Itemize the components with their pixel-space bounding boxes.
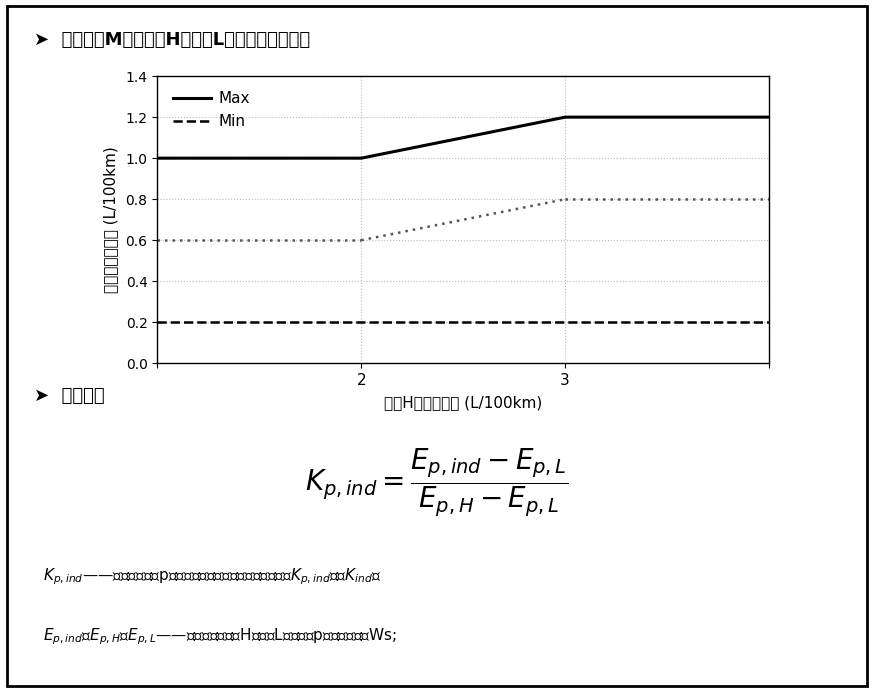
Max [356,154,366,163]
Max [764,113,774,121]
Line: Max: Max [157,117,769,158]
Text: $K_{p,ind}$——车辆在速度段p的插值系数，对于完整的试验循环，$K_{p,ind}$记为$K_{ind}$；: $K_{p,ind}$——车辆在速度段p的插值系数，对于完整的试验循环，$K_{… [43,566,382,587]
Text: $E_{p,ind}$、$E_{p,H}$、$E_{p,L}$——试验车辆、车辆H、车辆L在速度段p的能量需求，Ws;: $E_{p,ind}$、$E_{p,H}$、$E_{p,L}$——试验车辆、车辆… [43,626,397,647]
X-axis label: 车辆H燃料消耗量 (L/100km): 车辆H燃料消耗量 (L/100km) [384,395,543,410]
Y-axis label: 燃料消耗量差值 (L/100km): 燃料消耗量差值 (L/100km) [104,146,119,293]
Max [560,113,571,121]
Text: $K_{p,ind} = \dfrac{E_{p,ind} - E_{p,L}}{E_{p,H} - E_{p,L}}$: $K_{p,ind} = \dfrac{E_{p,ind} - E_{p,L}}… [305,446,569,519]
Text: ➤  插值系数: ➤ 插值系数 [34,387,105,406]
Text: ➤  追加车辆M后对车辆H和车辆L的燃料消耗量要求: ➤ 追加车辆M后对车辆H和车辆L的燃料消耗量要求 [34,30,310,49]
Max [458,134,468,142]
Max [152,154,163,163]
Legend: Max, Min: Max, Min [165,84,258,137]
FancyBboxPatch shape [7,6,867,686]
